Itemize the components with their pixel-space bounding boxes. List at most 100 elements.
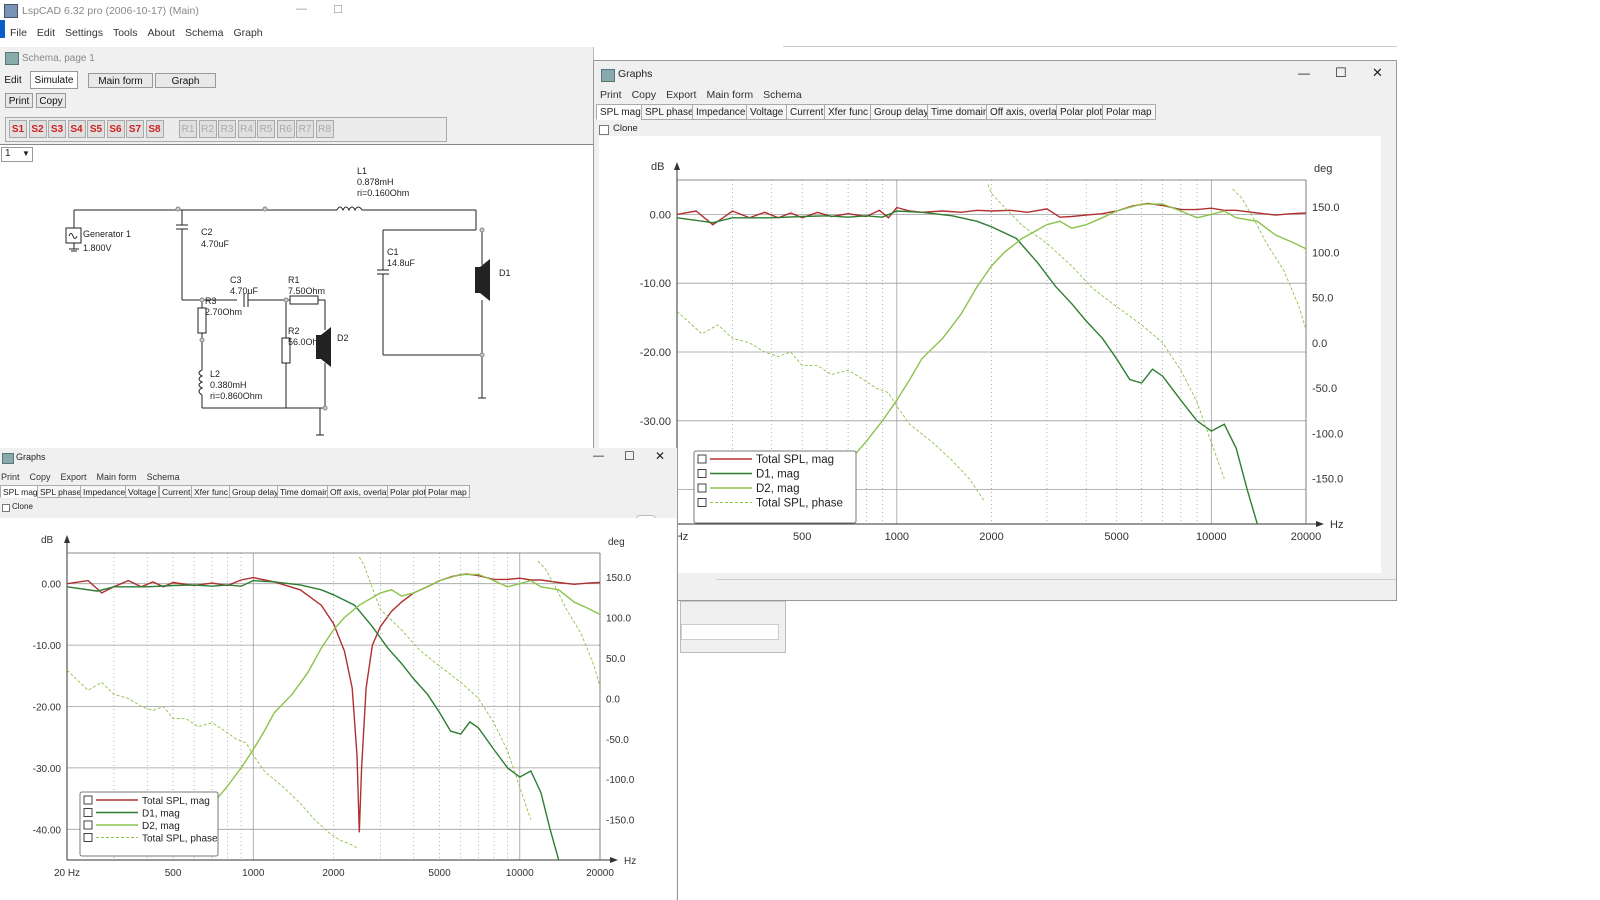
menu-about[interactable]: About xyxy=(147,27,175,39)
tab-off-axis-overlay[interactable]: Off axis, overlay xyxy=(986,104,1066,120)
tab-xfer-func[interactable]: Xfer func xyxy=(824,104,873,120)
menu-graph[interactable]: Graph xyxy=(233,27,263,39)
tab-impedance[interactable]: Impedance xyxy=(692,104,750,120)
tab-group-delay[interactable]: Group delay xyxy=(229,485,282,498)
legend-checkbox xyxy=(697,469,707,478)
menu-export[interactable]: Export xyxy=(666,89,697,101)
menu-schema[interactable]: Schema xyxy=(146,472,180,482)
y-axis-label: dB xyxy=(651,161,664,173)
y-tick-label: -30.00 xyxy=(640,416,671,428)
close-button[interactable]: ✕ xyxy=(1372,65,1383,80)
s5-button[interactable]: S5 xyxy=(87,120,105,138)
menu-edit[interactable]: Edit xyxy=(36,27,56,39)
y2-tick-label: 150.0 xyxy=(1312,202,1340,214)
s2-button[interactable]: S2 xyxy=(28,120,47,138)
r2-button[interactable]: R2 xyxy=(198,120,217,138)
page-select[interactable]: 1 ▼ xyxy=(1,147,33,162)
main-form-button[interactable]: Main form xyxy=(88,73,153,88)
x-tick-label: 5000 xyxy=(1104,531,1128,543)
r4-button[interactable]: R4 xyxy=(237,120,256,138)
simulate-tab[interactable]: Simulate xyxy=(30,71,78,89)
menu-main-form[interactable]: Main form xyxy=(96,472,137,482)
s1-button[interactable]: S1 xyxy=(9,120,27,138)
menu-copy[interactable]: Copy xyxy=(631,89,657,101)
graphs-tabbar: SPL mag SPL phase Impedance Voltage Curr… xyxy=(0,485,677,499)
maximize-button[interactable]: ☐ xyxy=(624,449,635,463)
close-button[interactable]: ✕ xyxy=(655,449,666,463)
graphs-menubar: Print Copy Export Main form Schema xyxy=(0,470,300,484)
l1-value: 0.878mH xyxy=(357,177,394,187)
r5-button[interactable]: R5 xyxy=(257,120,275,138)
maximize-button[interactable]: ☐ xyxy=(333,4,343,16)
x-tick-label: 5000 xyxy=(428,868,451,879)
print-button[interactable]: Print xyxy=(5,93,33,108)
y2-tick-label: 100.0 xyxy=(1312,247,1340,259)
maximize-button[interactable]: ☐ xyxy=(1335,65,1347,80)
spl-chart-large[interactable]: 0.00 -10.00 -20.00 -30.00 150.0 100.0 50.0 0.0 -… xyxy=(599,136,1381,573)
l2-value: 0.380mH xyxy=(210,380,247,390)
tab-xfer-func[interactable]: Xfer func xyxy=(191,485,232,498)
tab-off-axis-overlay[interactable]: Off axis, overlay xyxy=(327,485,394,498)
y2-tick-label: 150.0 xyxy=(606,573,631,584)
clone-checkbox[interactable] xyxy=(2,504,10,512)
menu-file[interactable]: File xyxy=(10,27,27,39)
schema-icon xyxy=(5,52,19,65)
minimize-button[interactable]: — xyxy=(296,3,307,15)
y-tick-label: -30.00 xyxy=(33,764,62,775)
tab-polar-map[interactable]: Polar map xyxy=(1102,104,1156,120)
menu-export[interactable]: Export xyxy=(60,472,87,482)
tab-current[interactable]: Current xyxy=(786,104,828,120)
tab-spl-mag[interactable]: SPL mag xyxy=(0,485,41,498)
schema-canvas[interactable]: 1 ▼ xyxy=(0,144,593,446)
background-window-field[interactable] xyxy=(681,624,779,640)
tab-voltage[interactable]: Voltage xyxy=(746,104,788,120)
tab-polar-plot[interactable]: Polar plot xyxy=(387,485,429,498)
s6-button[interactable]: S6 xyxy=(106,120,125,138)
s7-button[interactable]: S7 xyxy=(126,120,144,138)
clone-label: Clone xyxy=(12,502,33,511)
tab-time-domain[interactable]: Time domain xyxy=(277,485,332,498)
r2-name: R2 xyxy=(288,326,300,336)
s4-button[interactable]: S4 xyxy=(67,120,86,138)
menu-schema[interactable]: Schema xyxy=(184,27,224,39)
clone-checkbox[interactable] xyxy=(599,125,609,135)
tab-group-delay[interactable]: Group delay xyxy=(870,104,933,120)
menu-print[interactable]: Print xyxy=(1,472,20,482)
edit-tab[interactable]: Edit xyxy=(4,75,22,86)
r7-button[interactable]: R7 xyxy=(296,120,314,138)
tab-impedance[interactable]: Impedance xyxy=(80,485,129,498)
taskbar-accent xyxy=(0,20,5,38)
s3-button[interactable]: S3 xyxy=(48,120,66,138)
tab-polar-map[interactable]: Polar map xyxy=(425,485,470,498)
r6-button[interactable]: R6 xyxy=(276,120,295,138)
x-axis-label: Hz xyxy=(624,856,636,867)
tab-spl-mag[interactable]: SPL mag xyxy=(596,104,645,120)
spl-chart-small[interactable]: 0.00 -10.00 -20.00 -30.00 -40.00 150.0 100.0 50… xyxy=(0,518,676,900)
r1-button[interactable]: R1 xyxy=(179,120,197,138)
y-tick-label: -10.00 xyxy=(33,641,62,652)
tab-spl-phase[interactable]: SPL phase xyxy=(37,485,85,498)
circuit-diagram xyxy=(65,206,490,436)
menu-tools[interactable]: Tools xyxy=(112,27,138,39)
graph-button[interactable]: Graph xyxy=(155,73,216,88)
minimize-button[interactable]: — xyxy=(593,450,604,462)
y2-tick-label: -50.0 xyxy=(606,735,629,746)
r8-button[interactable]: R8 xyxy=(315,120,334,138)
minimize-button[interactable]: — xyxy=(1298,66,1310,80)
tab-time-domain[interactable]: Time domain xyxy=(927,104,993,120)
menu-schema[interactable]: Schema xyxy=(763,89,802,101)
tab-polar-plot[interactable]: Polar plot xyxy=(1056,104,1107,120)
menu-settings[interactable]: Settings xyxy=(65,27,103,39)
tab-voltage[interactable]: Voltage xyxy=(125,485,160,498)
menu-main-form[interactable]: Main form xyxy=(706,89,754,101)
x-tick-label: 10000 xyxy=(506,868,534,879)
y2-tick-label: 50.0 xyxy=(606,654,626,665)
menu-copy[interactable]: Copy xyxy=(29,472,51,482)
tab-current[interactable]: Current xyxy=(159,485,194,498)
s8-button[interactable]: S8 xyxy=(145,120,164,138)
tab-spl-phase[interactable]: SPL phase xyxy=(641,104,698,120)
y-tick-label: -20.00 xyxy=(640,347,671,359)
menu-print[interactable]: Print xyxy=(600,89,622,101)
copy-button[interactable]: Copy xyxy=(36,93,66,108)
r3-button[interactable]: R3 xyxy=(218,120,236,138)
